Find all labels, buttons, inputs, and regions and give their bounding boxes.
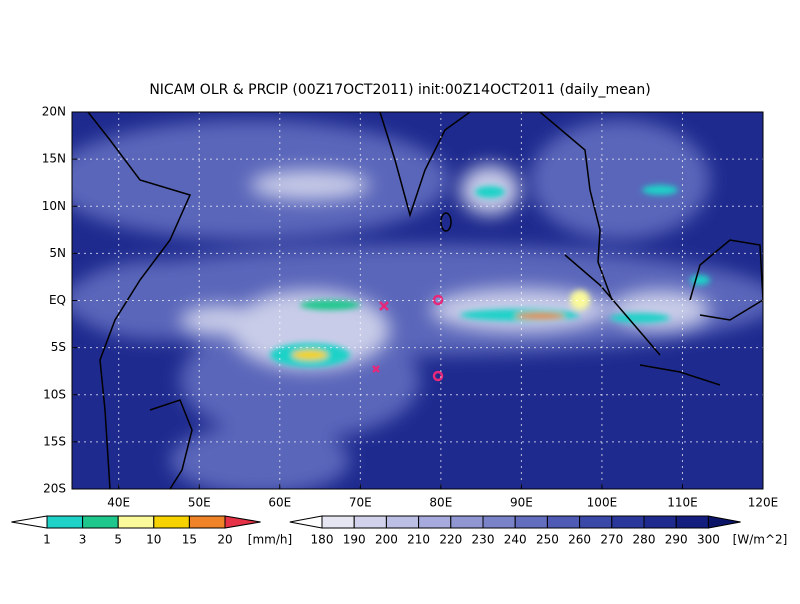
lat-tick-label: 20N [42,105,66,119]
lon-tick-label: 50E [188,496,211,510]
colorbar-arrow [11,515,48,529]
colorbar-label: 300 [697,533,720,547]
colorbar-box [353,515,387,529]
lat-tick-label: EQ [49,293,66,307]
colorbar-label: 250 [536,533,559,547]
colorbar-arrow [289,515,323,529]
colorbar-label: 280 [633,533,656,547]
colorbar-label: 230 [472,533,495,547]
colorbar-box [643,515,677,529]
colorbar-box [675,515,709,529]
lon-tick-label: 120E [748,496,779,510]
colorbar-box [82,515,119,529]
lon-tick-label: 110E [667,496,698,510]
map-field [72,112,763,489]
colorbar-unit: [mm/h] [248,533,292,547]
lat-tick-label: 5S [51,340,66,354]
colorbar-box [385,515,420,529]
lon-tick-label: 40E [107,496,130,510]
lon-tick-label: 70E [349,496,372,510]
colorbar-label: 290 [665,533,688,547]
colorbar-arrow [224,515,261,529]
colorbar-box [46,515,84,529]
colorbar-box [611,515,645,529]
colorbar-label: 180 [311,533,334,547]
lon-tick-label: 80E [429,496,452,510]
colorbar-unit: [W/m^2] [733,533,788,547]
map-frame [71,111,764,490]
lat-tick-label: 15N [42,152,66,166]
colorbar-label: 210 [407,533,430,547]
colorbar-box [450,515,484,529]
colorbar-label: 200 [375,533,398,547]
colorbar-label: 240 [504,533,527,547]
lon-tick-label: 100E [587,496,618,510]
lat-tick-label: 10N [42,199,66,213]
colorbar-box [153,515,190,529]
lat-tick-label: 10S [43,387,66,401]
colorbar-label: 15 [182,533,197,547]
lat-tick-label: 20S [43,482,66,496]
colorbar-label: 220 [439,533,462,547]
colorbar-box [579,515,613,529]
title: NICAM OLR & PRCIP (00Z17OCT2011) init:00… [149,82,650,98]
colorbar-box [514,515,548,529]
colorbar-label: 1 [43,533,51,547]
colorbar-label: 20 [217,533,232,547]
lat-tick-label: 5N [49,246,66,260]
colorbar-box [546,515,581,529]
colorbar-box [482,515,516,529]
colorbar-label: 10 [146,533,161,547]
colorbar-label: 190 [343,533,366,547]
colorbar-box [418,515,452,529]
lat-tick-label: 15S [43,434,66,448]
colorbar-box [188,515,226,529]
colorbar-arrow [707,515,741,529]
colorbar-label: 270 [600,533,623,547]
lon-tick-label: 90E [510,496,533,510]
colorbar-label: 260 [568,533,591,547]
colorbar-box [321,515,355,529]
colorbar-box [117,515,155,529]
lon-tick-label: 60E [268,496,291,510]
colorbar-label: 5 [114,533,122,547]
colorbars [11,515,741,529]
colorbar-label: 3 [79,533,87,547]
